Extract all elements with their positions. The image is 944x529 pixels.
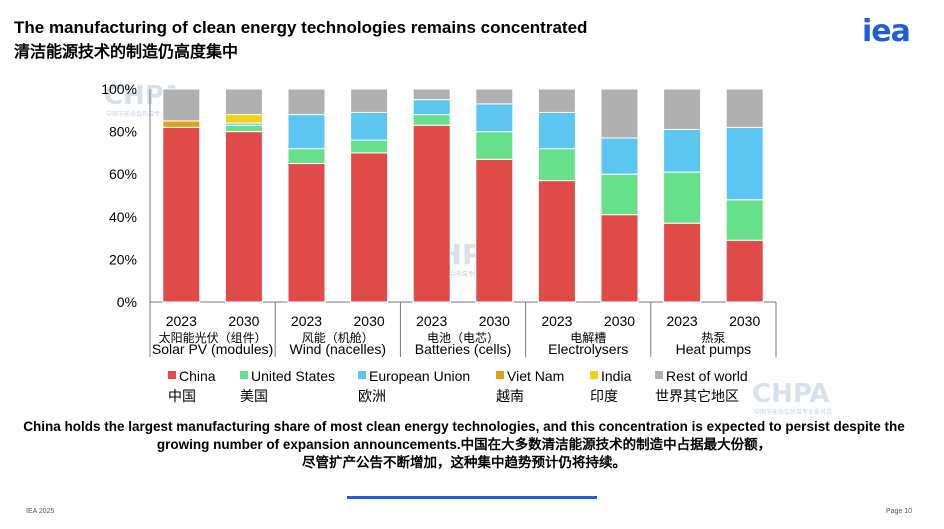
bar-segment [287, 88, 326, 116]
caption-en: China holds the largest manufacturing sh… [23, 419, 905, 452]
bar-segment [725, 88, 764, 128]
bar-segment [224, 114, 263, 124]
group-label: Heat pumps [676, 341, 751, 357]
group-label-zh: 风能（机舱） [302, 331, 374, 345]
bar-segment [224, 124, 263, 133]
x-tick-label: 2023 [166, 313, 197, 329]
bar-segment [663, 222, 702, 303]
legend-label: United States [251, 368, 335, 384]
bar-segment [600, 137, 639, 175]
bar-segment [600, 88, 639, 139]
x-tick-label: 2030 [604, 313, 635, 329]
watermark-subtext: 中国节能协会热泵专业委员会 [420, 270, 498, 278]
legend-label-zh: 越南 [496, 388, 524, 404]
legend-swatch [655, 371, 663, 379]
bar-segment [412, 88, 451, 101]
legend-swatch [496, 371, 504, 379]
bar-segment [287, 114, 326, 150]
y-tick-label: 40% [109, 209, 137, 225]
page-title-zh: 清洁能源技术的制造仍高度集中 [14, 44, 239, 61]
bar-segment [350, 111, 389, 141]
bar-segment [663, 171, 702, 224]
bar-segment [224, 131, 263, 303]
footer-accent-bar [347, 496, 597, 499]
bar-segment [350, 88, 389, 113]
bar-segment [475, 131, 514, 160]
x-tick-label: 2030 [479, 313, 510, 329]
legend-label: Viet Nam [507, 368, 564, 384]
y-tick-label: 80% [109, 124, 137, 140]
bar-segment [162, 126, 201, 303]
group-label-zh: 电解槽 [570, 331, 606, 345]
bar-segment [412, 124, 451, 303]
iea-logo: iea [862, 14, 911, 49]
bar-segment [475, 158, 514, 303]
footer-source: IEA 2025 [26, 508, 55, 515]
group-label: Solar PV (modules) [152, 341, 273, 357]
x-tick-label: 2030 [354, 313, 385, 329]
bar-segment [162, 120, 201, 128]
x-tick-label: 2023 [541, 313, 572, 329]
bar-segment [663, 88, 702, 130]
legend-label: Rest of world [666, 368, 748, 384]
legend-label-zh: 美国 [240, 388, 268, 404]
x-tick-label: 2030 [228, 313, 259, 329]
caption-zh-1: 中国在大多数清洁能源技术的制造中占据最大份额， [460, 437, 772, 452]
legend-label-zh: 世界其它地区 [655, 388, 739, 404]
x-tick-label: 2023 [291, 313, 322, 329]
page-title: The manufacturing of clean energy techno… [14, 18, 588, 37]
watermark-text: CHPA [752, 379, 830, 409]
legend-label-zh: 印度 [590, 388, 618, 404]
bar-segment [224, 88, 263, 116]
legend-label-zh: 欧洲 [358, 388, 386, 404]
y-tick-label: 100% [101, 81, 137, 97]
bar-segment [537, 180, 576, 303]
bar-segment [412, 99, 451, 116]
bar-segment [537, 148, 576, 182]
legend-label: China [179, 368, 216, 384]
legend-swatch [590, 371, 598, 379]
bar-segment [537, 111, 576, 150]
bar-segment [412, 114, 451, 126]
watermark-subtext: 中国节能协会热泵专业委员会 [106, 110, 184, 118]
bar-segment [475, 103, 514, 133]
bar-segment [725, 199, 764, 241]
group-label: Wind (nacelles) [290, 341, 386, 357]
bar-segment [350, 139, 389, 154]
bar-segment [600, 214, 639, 303]
bar-segment [287, 148, 326, 165]
legend-label: European Union [369, 368, 470, 384]
group-label: Electrolysers [548, 341, 628, 357]
legend-swatch [358, 371, 366, 379]
caption-zh-2: 尽管扩产公告不断增加，这种集中趋势预计仍将持续。 [302, 455, 626, 470]
legend-swatch [168, 371, 176, 379]
bar-segment [350, 152, 389, 303]
group-label-zh: 电池（电芯） [427, 331, 499, 345]
watermark-subtext: 中国节能协会热泵专业委员会 [754, 408, 832, 416]
y-tick-label: 20% [109, 251, 137, 267]
x-tick-label: 2030 [729, 313, 760, 329]
bar-segment [725, 126, 764, 201]
legend-swatch [240, 371, 248, 379]
bar-segment [725, 239, 764, 303]
group-label-zh: 热泵 [701, 331, 725, 345]
x-tick-label: 2023 [667, 313, 698, 329]
bar-segment [663, 128, 702, 173]
bar-segment [162, 88, 201, 122]
y-tick-label: 0% [117, 294, 137, 310]
stacked-bar-chart: CHPA中国节能协会热泵专业委员会CHPA中国节能协会热泵专业委员会CHPA中国… [101, 81, 832, 416]
group-label: Batteries (cells) [415, 341, 511, 357]
bar-segment [600, 173, 639, 216]
group-label-zh: 太阳能光伏（组件） [159, 330, 267, 345]
legend-label: India [601, 368, 632, 384]
bar-segment [475, 88, 514, 105]
bar-segment [537, 88, 576, 113]
y-tick-label: 60% [109, 166, 137, 182]
legend-label-zh: 中国 [168, 388, 196, 404]
page-number: Page 10 [886, 508, 913, 515]
caption: China holds the largest manufacturing sh… [14, 418, 914, 472]
x-tick-label: 2023 [416, 313, 447, 329]
bar-segment [287, 163, 326, 303]
